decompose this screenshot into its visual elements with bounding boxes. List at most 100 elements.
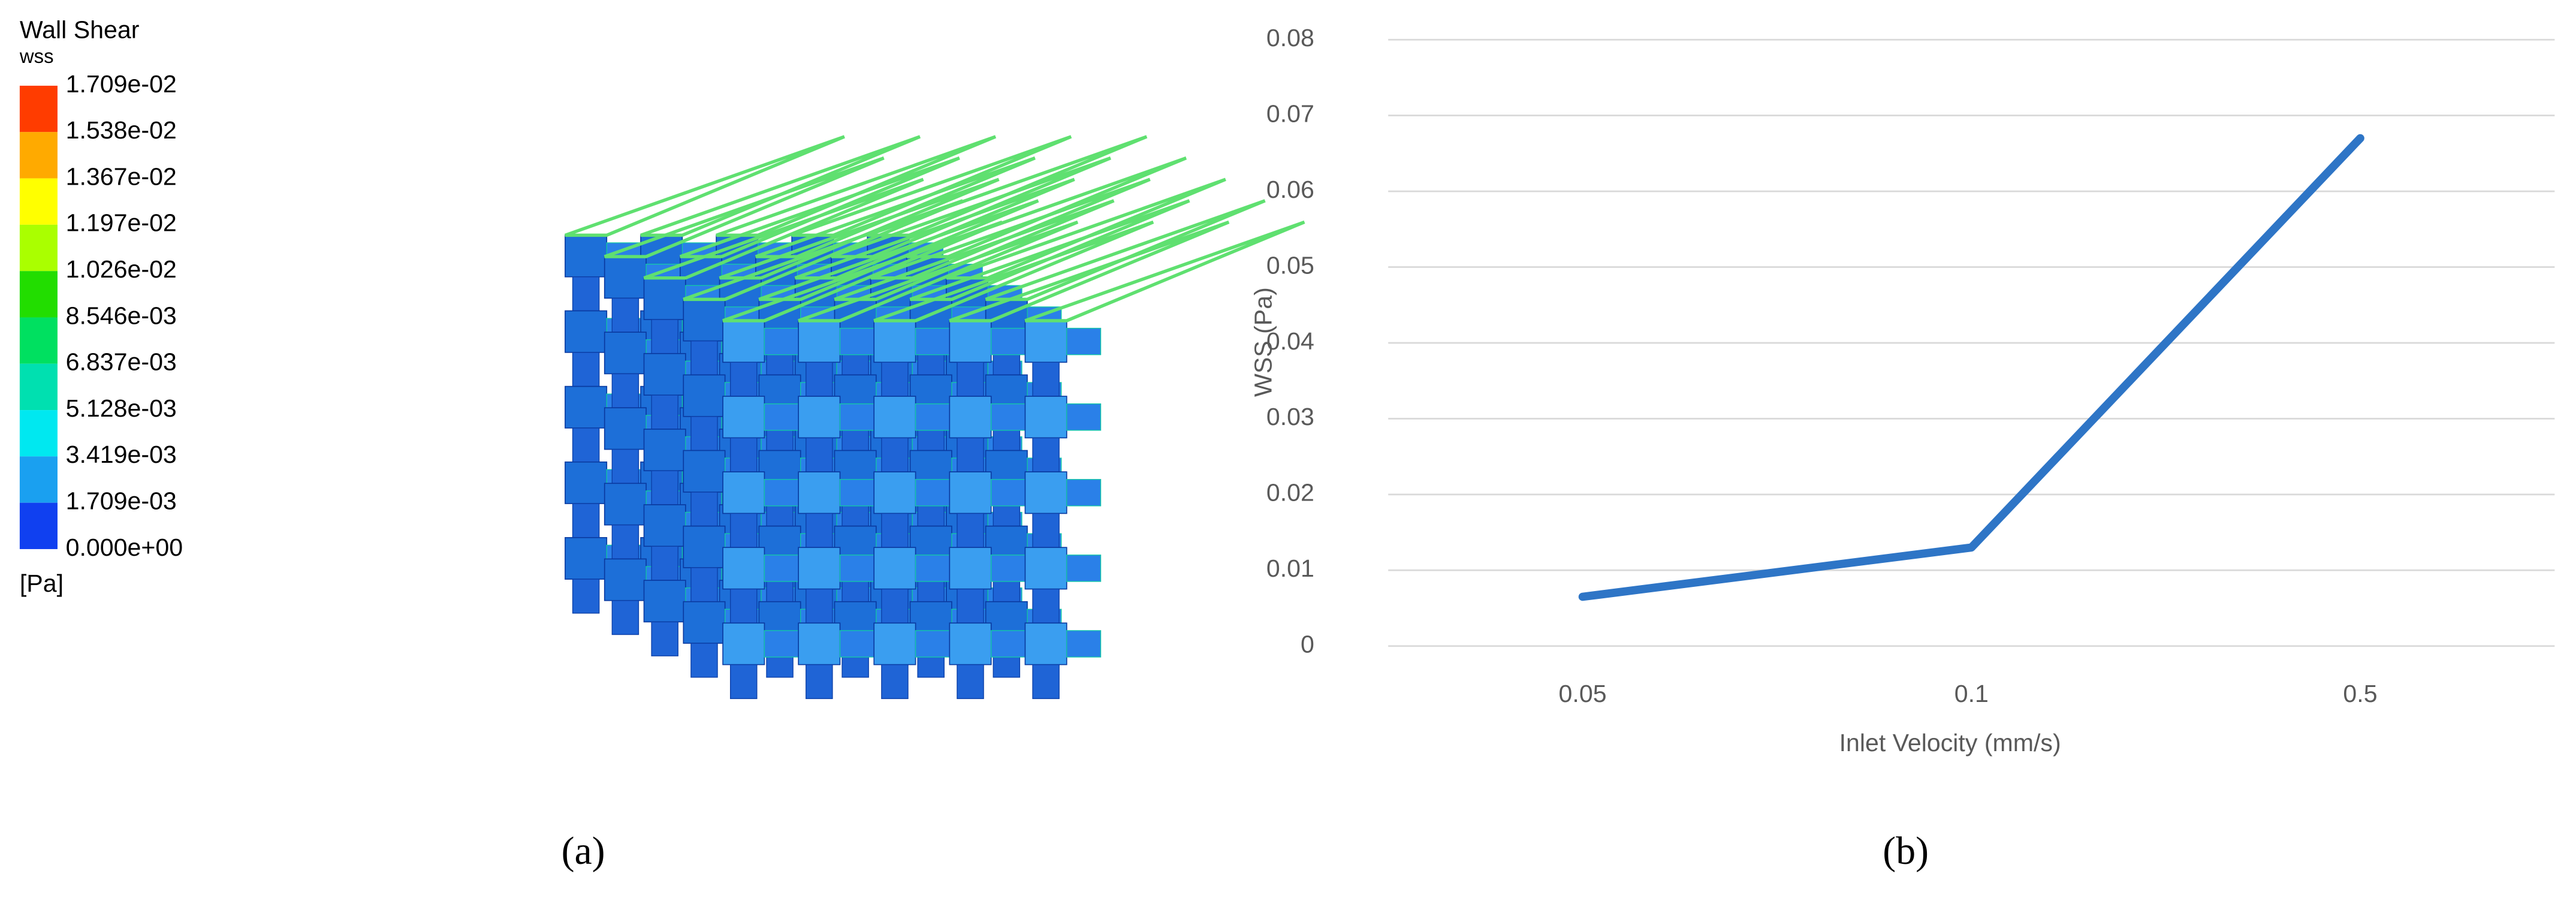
lattice-top-rod [873,220,1154,323]
lattice-bar [915,479,951,507]
lattice-bar [1066,630,1102,658]
lattice-bar [611,524,640,560]
colorbar-label: 1.197e-02 [66,209,177,237]
lattice-node [683,601,726,644]
colorbar-band [19,502,58,549]
lattice-top-rod [722,220,1003,323]
lattice-node [683,450,726,493]
lattice-bar [881,664,909,700]
lattice-node [683,299,726,342]
lattice-bar [690,340,718,376]
y-axis-label: WSS (Pa) [1249,287,1277,397]
lattice-bar [1032,437,1060,472]
lattice-bar [881,588,909,623]
lattice-node [722,547,765,590]
lattice-bar [651,621,678,656]
legend-variable: wss [19,45,54,67]
lattice-bar [915,630,951,658]
lattice-bar [806,588,833,623]
lattice-node [798,547,841,590]
lattice-bar [915,403,951,431]
colorbar-label: 5.128e-03 [66,394,177,422]
lattice-bar [651,319,678,354]
lattice-bar [806,361,833,397]
legend-unit: [Pa] [20,569,64,597]
lattice-bar [690,643,718,678]
colorbar-label: 1.538e-02 [66,116,177,144]
lattice-node [683,374,726,417]
lattice-bar [611,448,640,484]
lattice-bar [915,327,951,355]
lattice-bar [611,297,640,333]
lattice-bar [729,664,758,700]
legend-title: Wall Shear [20,16,140,43]
lattice-bar [839,403,874,431]
lattice-bar [572,503,600,538]
lattice-top-rod [604,156,885,258]
colorbar-band [19,271,58,318]
colorbar-label: 0.000e+00 [66,534,183,561]
lattice-bar [957,361,984,397]
colorbar-label: 1.026e-02 [66,255,177,283]
colorbar-band [19,456,58,503]
lattice-top-rod [643,177,924,280]
lattice-bar [957,513,984,548]
lattice-bar [991,403,1026,431]
lattice-node [1024,320,1067,363]
x-tick-label: 0.1 [1954,680,1989,707]
lattice-bar [572,276,600,312]
lattice-node [722,622,765,665]
colorbar-band [19,317,58,364]
lattice-bar [957,664,984,700]
lattice-node [798,396,841,439]
caption: (b) [1883,829,1929,873]
y-tick-label: 0.07 [1266,100,1314,128]
y-tick-label: 0.03 [1266,403,1314,430]
lattice-bar [839,479,874,507]
y-tick-label: 0.08 [1266,24,1314,52]
lattice-node [643,277,686,320]
lattice-bar [991,555,1026,582]
lattice-node [949,320,992,363]
colorbar-band [19,178,58,225]
lattice-node [949,622,992,665]
lattice-bar [611,600,640,635]
y-tick-label: 0.01 [1266,555,1314,582]
lattice-node [565,461,608,504]
lattice-node [873,320,916,363]
line [1578,134,2364,601]
lattice-node [873,471,916,514]
lattice-node [643,504,686,547]
y-tick-label: 0.04 [1266,327,1314,355]
lattice-node [722,320,765,363]
colorbar-band [19,363,58,411]
lattice-bar [991,630,1026,658]
lattice-node [643,580,686,623]
lattice-bar [991,479,1026,507]
colorbar-label: 6.837e-03 [66,348,177,376]
lattice-bar [729,437,758,472]
lattice-bar [729,588,758,623]
colorbar-label: 1.709e-03 [66,487,177,515]
lattice-node [604,256,647,299]
y-tick-label: 0.02 [1266,479,1314,507]
caption: (a) [562,829,605,873]
x-tick-label: 0.5 [2343,680,2377,707]
lattice-bar [651,546,678,581]
lattice-bar [1032,361,1060,397]
lattice-bar [764,630,799,658]
lattice-bar [806,513,833,548]
lattice-node [1024,622,1067,665]
lattice-node [722,396,765,439]
lattice-bar [690,567,718,602]
lattice-bar [806,437,833,472]
lattice-bar [881,513,909,548]
lattice-node [565,234,608,278]
colorbar-band [19,410,58,457]
lattice-node [565,385,608,429]
lattice-bar [1066,555,1102,582]
lattice-node [873,622,916,665]
lattice-node [798,622,841,665]
lattice-bar [764,555,799,582]
lattice-bar [764,327,799,355]
